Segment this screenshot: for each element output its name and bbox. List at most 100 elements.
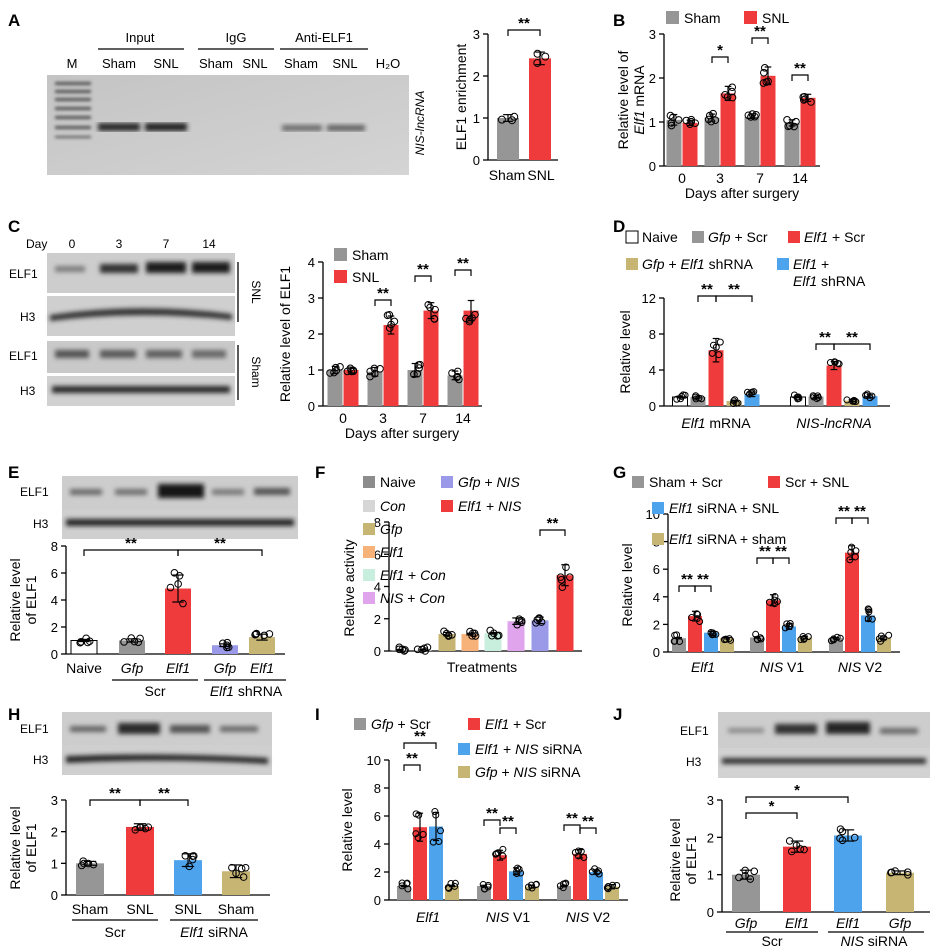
y-tick-label: 2 <box>707 830 714 845</box>
y-tick-label: 3 <box>707 793 714 808</box>
bar <box>732 874 760 912</box>
legend-swatch <box>468 718 480 730</box>
y-tick-label: 6 <box>374 547 381 562</box>
data-point <box>609 881 617 889</box>
significance-mark: ** <box>701 281 713 298</box>
bar <box>212 645 238 654</box>
data-point <box>398 879 406 887</box>
y-axis-label: Relative level <box>667 818 683 901</box>
significance-bracket <box>483 819 501 826</box>
western-blot-c <box>47 253 235 406</box>
bar <box>704 117 720 166</box>
data-point <box>785 622 793 630</box>
y-axis-label: Relative level <box>617 310 633 393</box>
x-tick-label: NIS V2 <box>566 909 611 925</box>
bar <box>119 640 145 654</box>
legend-label: Elf1 siRNA + SNL <box>669 500 779 516</box>
x-tick-label: Sham <box>218 901 255 917</box>
y-tick-label: 0 <box>374 893 381 908</box>
legend-swatch <box>363 569 375 581</box>
gel-lane-sham: Sham <box>199 56 233 71</box>
bar <box>784 122 800 166</box>
y-tick-label: 0 <box>308 399 315 414</box>
y-tick-label: 8 <box>374 781 381 796</box>
data-point <box>773 597 781 605</box>
bar <box>367 371 383 406</box>
panel-label-f: F <box>315 463 325 482</box>
bar <box>463 310 479 406</box>
legend-label: Elf1 + NIS siRNA <box>475 741 583 757</box>
bar <box>861 615 875 652</box>
significance-mark: ** <box>109 785 121 802</box>
data-point <box>524 883 532 891</box>
data-point <box>497 115 506 124</box>
legend-label-sham: Sham <box>352 247 389 263</box>
data-point <box>188 852 197 860</box>
data-point <box>833 633 841 641</box>
panel-label-a: A <box>8 11 20 30</box>
significance-mark: ** <box>406 750 418 767</box>
bar <box>493 855 507 900</box>
legend-swatch <box>354 718 366 730</box>
data-point <box>830 635 838 643</box>
legend-swatch <box>788 231 800 243</box>
y-axis-label: of ELF1 <box>23 575 39 624</box>
data-point <box>430 315 439 323</box>
data-point <box>166 583 175 592</box>
data-point <box>488 631 496 640</box>
y-tick-label: 6 <box>51 566 58 581</box>
legend-label: Elf1 <box>380 544 404 560</box>
y-tick-label: 0 <box>374 644 381 659</box>
data-point <box>134 638 143 647</box>
legend-swatch <box>768 476 780 488</box>
data-point <box>722 635 730 643</box>
data-point <box>864 615 872 623</box>
data-point <box>251 630 259 639</box>
bar <box>672 638 686 652</box>
y-tick-label: 8 <box>374 515 381 530</box>
data-point <box>725 635 733 643</box>
chart-panel-a: 0 1 2 3 ** ELF1 enrichment Sham SNL <box>453 15 558 183</box>
data-point <box>741 866 749 875</box>
x-tick-label: 0 <box>339 410 347 426</box>
bar <box>744 116 760 166</box>
data-point <box>757 635 765 643</box>
group-label: Scr <box>145 683 166 699</box>
group-label: Elf1 siRNA <box>180 924 248 940</box>
data-point <box>613 882 621 890</box>
data-point <box>455 375 463 384</box>
data-point <box>694 611 702 619</box>
data-point <box>891 867 899 875</box>
x-tick-label: Gfp <box>889 915 912 931</box>
data-point <box>533 49 542 58</box>
data-point <box>419 830 427 838</box>
data-point <box>708 349 716 357</box>
data-point <box>181 852 190 860</box>
bar <box>589 872 603 900</box>
data-point <box>188 855 197 864</box>
data-point <box>785 837 794 845</box>
blot-row-h3: H3 <box>33 753 49 767</box>
data-point <box>562 563 570 572</box>
data-point <box>868 615 876 623</box>
legend-swatch-snl <box>334 270 347 283</box>
significance-bracket <box>791 74 809 81</box>
legend-swatch <box>458 743 470 755</box>
bar <box>877 638 891 652</box>
data-point <box>423 643 432 652</box>
bar <box>407 370 423 406</box>
data-point <box>575 852 583 860</box>
y-tick-label: 0 <box>51 647 58 662</box>
western-blot-j <box>718 712 930 778</box>
data-point <box>865 606 873 614</box>
bar <box>682 122 698 166</box>
gel-side-label: NIS-lncRNA <box>413 91 427 156</box>
data-point <box>232 869 240 878</box>
data-point <box>759 79 768 87</box>
y-axis-label: Relative level of ELF1 <box>277 266 293 402</box>
data-point <box>493 632 502 640</box>
